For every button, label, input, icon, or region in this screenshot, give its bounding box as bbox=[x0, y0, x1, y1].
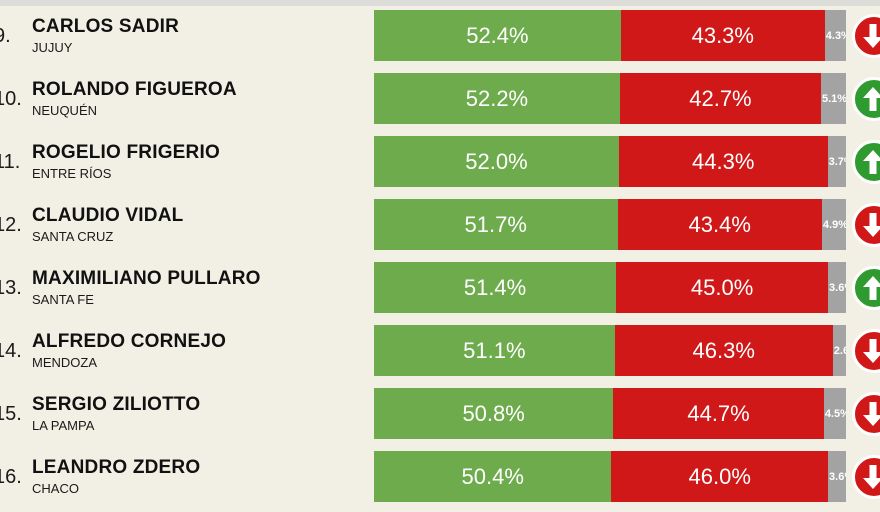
table-row: 10. ROLANDO FIGUEROA NEUQUÉN 52.2%42.7%5.1% bbox=[0, 71, 880, 134]
arrow-up-icon bbox=[852, 77, 880, 121]
table-row: 14. ALFREDO CORNEJO MENDOZA 51.1%46.3%2.6 bbox=[0, 323, 880, 386]
governor-name: MAXIMILIANO PULLARO bbox=[32, 268, 261, 289]
province-name: MENDOZA bbox=[32, 355, 97, 370]
disapprove-segment: 43.4% bbox=[617, 199, 822, 250]
governor-name: ROLANDO FIGUEROA bbox=[32, 79, 237, 100]
top-band bbox=[0, 0, 880, 6]
province-name: CHACO bbox=[32, 481, 79, 496]
other-segment: 4.3% bbox=[824, 10, 846, 61]
ranking-list: 9. CARLOS SADIR JUJUY 52.4%43.3%4.3% 10. ROLA… bbox=[0, 8, 880, 512]
arrow-down-icon bbox=[852, 14, 880, 58]
table-row: 15. SERGIO ZILIOTTO LA PAMPA 50.8%44.7%4.5% bbox=[0, 386, 880, 449]
table-row: 12. CLAUDIO VIDAL SANTA CRUZ 51.7%43.4%4.9% bbox=[0, 197, 880, 260]
other-segment: 4.5% bbox=[823, 388, 846, 439]
arrow-down-icon bbox=[852, 203, 880, 247]
other-segment: 4.9% bbox=[821, 199, 846, 250]
arrow-down-icon bbox=[852, 392, 880, 436]
approve-segment: 50.4% bbox=[374, 451, 612, 502]
governor-name: SERGIO ZILIOTTO bbox=[32, 394, 201, 415]
disapprove-segment: 46.0% bbox=[611, 451, 829, 502]
rank-number: 11. bbox=[0, 151, 21, 173]
arrow-up-icon bbox=[852, 140, 880, 184]
other-segment: 3.7% bbox=[827, 136, 846, 187]
approval-bar: 52.4%43.3%4.3% bbox=[374, 10, 846, 61]
arrow-up-icon bbox=[852, 266, 880, 310]
table-row: 16. LEANDRO ZDERO CHACO 50.4%46.0%3.6% bbox=[0, 449, 880, 512]
province-name: LA PAMPA bbox=[32, 418, 95, 433]
approval-bar: 51.4%45.0%3.6% bbox=[374, 262, 846, 313]
approve-segment: 51.7% bbox=[374, 199, 618, 250]
approve-segment: 52.2% bbox=[374, 73, 620, 124]
disapprove-segment: 42.7% bbox=[619, 73, 821, 124]
table-row: 11. ROGELIO FRIGERIO ENTRE RÍOS 52.0%44.3%3… bbox=[0, 134, 880, 197]
governor-name: ROGELIO FRIGERIO bbox=[32, 142, 220, 163]
table-row: 9. CARLOS SADIR JUJUY 52.4%43.3%4.3% bbox=[0, 8, 880, 71]
governor-name: CLAUDIO VIDAL bbox=[32, 205, 184, 226]
table-row: 13. MAXIMILIANO PULLARO SANTA FE 51.4%45.0%… bbox=[0, 260, 880, 323]
other-segment: 3.6% bbox=[828, 262, 846, 313]
rank-number: 9. bbox=[0, 25, 11, 47]
approval-bar: 51.1%46.3%2.6 bbox=[374, 325, 846, 376]
approval-bar: 51.7% 43.4% 4.9% bbox=[374, 199, 846, 250]
province-name: SANTA FE bbox=[32, 292, 94, 307]
approve-segment: 50.8% bbox=[374, 388, 614, 439]
governor-name: CARLOS SADIR bbox=[32, 16, 180, 37]
approve-segment: 51.1% bbox=[374, 325, 615, 376]
approve-segment: 51.4% bbox=[374, 262, 617, 313]
other-segment: 5.1% bbox=[821, 73, 846, 124]
province-name: ENTRE RÍOS bbox=[32, 166, 112, 181]
governor-name: ALFREDO CORNEJO bbox=[32, 331, 227, 352]
disapprove-segment: 46.3% bbox=[614, 325, 833, 376]
province-name: NEUQUÉN bbox=[32, 103, 98, 118]
approve-segment: 52.4% bbox=[374, 10, 621, 61]
rank-number: 15. bbox=[0, 403, 22, 425]
governor-name: LEANDRO ZDERO bbox=[32, 457, 201, 478]
approve-segment: 52.0% bbox=[374, 136, 619, 187]
approval-bar: 50.8%44.7%4.5% bbox=[374, 388, 846, 439]
rank-number: 13. bbox=[0, 277, 22, 299]
disapprove-segment: 45.0% bbox=[616, 262, 829, 313]
rank-number: 12. bbox=[0, 214, 22, 236]
rank-number: 10. bbox=[0, 88, 22, 110]
disapprove-segment: 44.7% bbox=[613, 388, 824, 439]
approval-bar: 52.2% 42.7% 5.1% bbox=[374, 73, 846, 124]
approval-bar: 50.4%46.0%3.6% bbox=[374, 451, 846, 502]
rank-number: 16. bbox=[0, 466, 22, 488]
rank-number: 14. bbox=[0, 340, 22, 362]
province-name: JUJUY bbox=[32, 40, 73, 55]
arrow-down-icon bbox=[852, 455, 880, 499]
province-name: SANTA CRUZ bbox=[32, 229, 114, 244]
disapprove-segment: 43.3% bbox=[620, 10, 825, 61]
other-segment: 3.6% bbox=[828, 451, 846, 502]
arrow-down-icon bbox=[852, 329, 880, 373]
approval-bar: 52.0%44.3%3.7% bbox=[374, 136, 846, 187]
disapprove-segment: 44.3% bbox=[618, 136, 828, 187]
other-segment: 2.6 bbox=[832, 325, 846, 376]
